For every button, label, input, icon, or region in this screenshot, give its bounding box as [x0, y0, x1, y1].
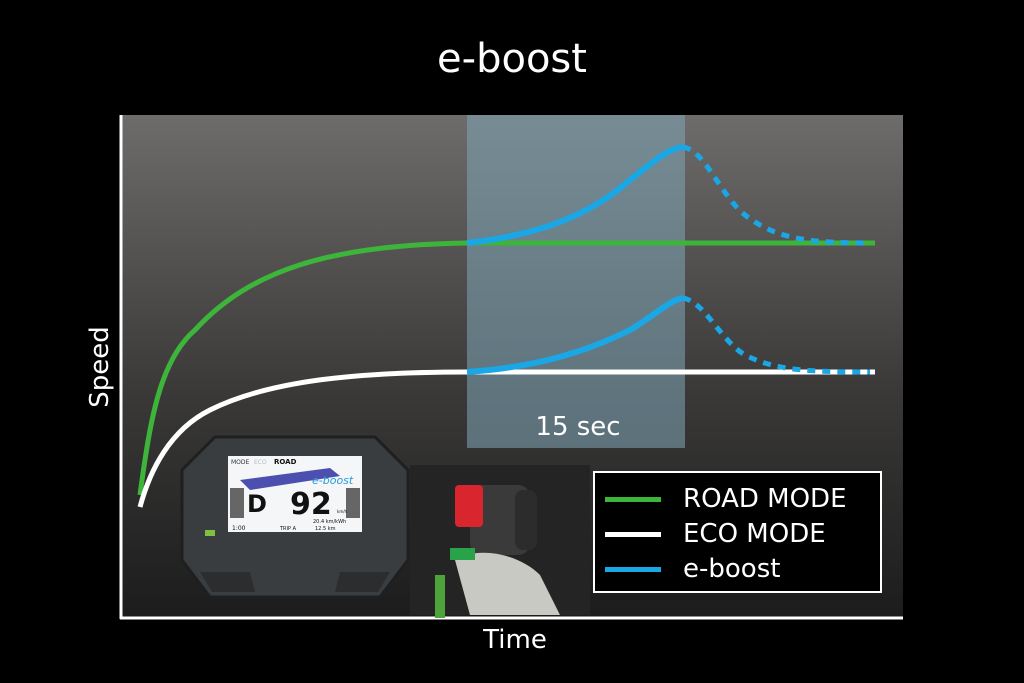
boost-duration-label: 15 sec [535, 412, 621, 442]
dashboard-screen [228, 456, 362, 532]
eco-boost-line [466, 295, 684, 375]
dash-clock: 1:00 [232, 525, 246, 532]
handlebar-switch-image [410, 465, 590, 618]
dash-speed: 92 [290, 487, 332, 522]
dash-trip: TRIP A [279, 526, 297, 532]
eco-mode-swatch [605, 531, 661, 537]
legend-label: ECO MODE [683, 519, 826, 549]
red-button-icon [455, 485, 483, 527]
legend-item-eco-mode: ECO MODE [605, 517, 826, 551]
road-boost-line [466, 144, 684, 246]
eco-boost-decay-line [682, 295, 871, 375]
legend-label: e-boost [683, 554, 781, 584]
e-boost-swatch [605, 566, 661, 572]
diagram-title: e-boost [437, 36, 587, 82]
road-mode-swatch [605, 496, 661, 502]
legend-item-e-boost: e-boost [605, 552, 780, 586]
dash-speed-unit: km/h [337, 509, 348, 514]
eco-mode-line [137, 369, 875, 508]
road-mode-line [137, 240, 875, 496]
dash-consumption: 20.4 km/kWh [313, 519, 346, 525]
dashboard-image: MODE ECO ROAD e-boost D 92 km/h 1:00 TRI… [180, 435, 410, 599]
y-axis-label: Speed [85, 326, 115, 408]
boost-window-shade [467, 115, 685, 448]
dash-mode-eco: ECO [254, 459, 267, 466]
dash-gear: D [247, 490, 267, 518]
legend-label: ROAD MODE [683, 484, 847, 514]
legend-item-road-mode: ROAD MODE [605, 482, 847, 516]
dash-distance: 12.5 km [315, 526, 336, 532]
dash-mode-badge: MODE [231, 459, 250, 466]
x-axis-label: Time [483, 625, 547, 655]
dash-boost-label: e-boost [312, 474, 354, 487]
road-boost-decay-line [682, 144, 871, 246]
dash-mode-road: ROAD [274, 458, 297, 466]
legend: ROAD MODE ECO MODE e-boost [593, 471, 882, 593]
